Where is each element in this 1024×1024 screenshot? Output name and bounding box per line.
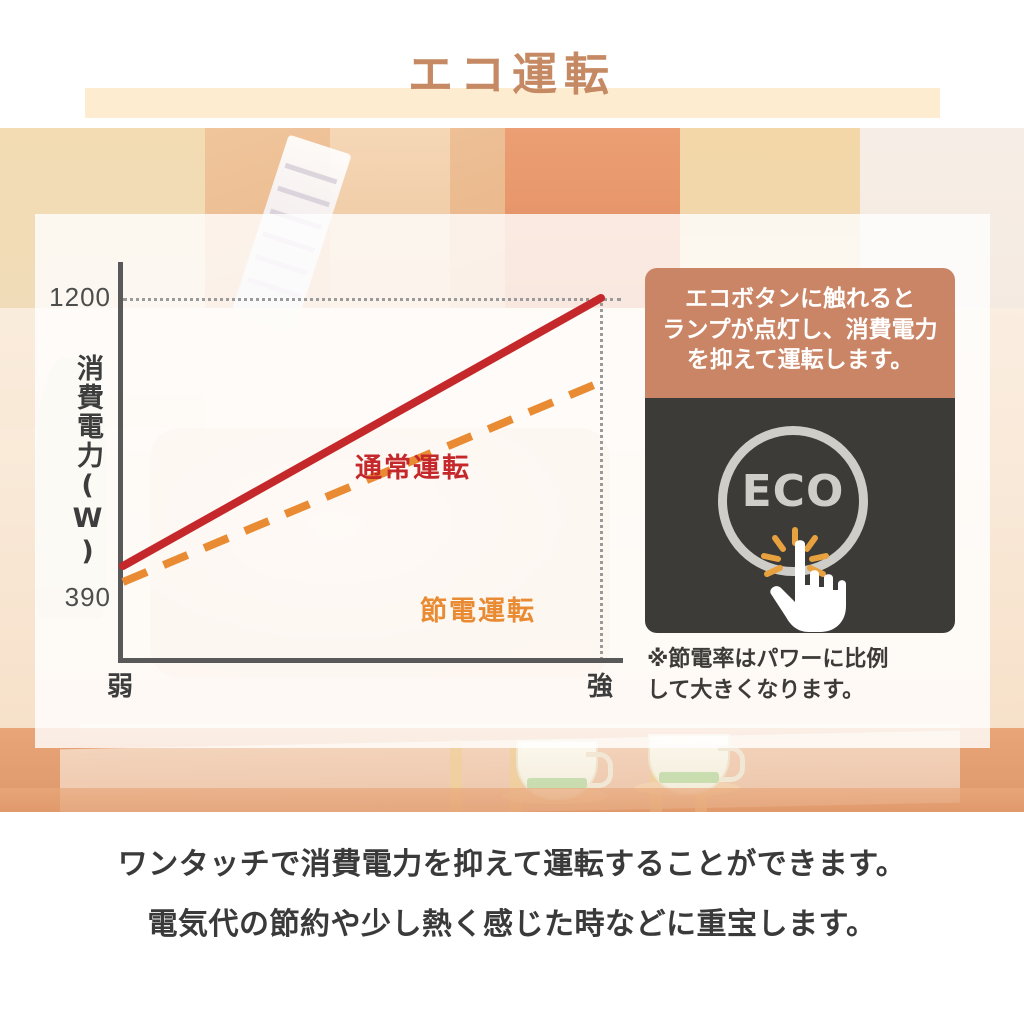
footer-line-2: 電気代の節約や少し熱く感じた時などに重宝します。 bbox=[147, 907, 877, 942]
x-axis-line bbox=[118, 658, 623, 663]
x-tick-weak: 弱 bbox=[107, 672, 134, 702]
chart-card: 1200 390 消費電力(W) 通常運転 節電運転 弱 強 エコボタンに触れる… bbox=[35, 214, 990, 748]
y-axis-line bbox=[118, 262, 123, 662]
title-highlight-band bbox=[85, 88, 940, 118]
series-label-eco: 節電運転 bbox=[420, 596, 536, 627]
series-label-normal: 通常運転 bbox=[355, 453, 471, 484]
y-tick-390: 390 bbox=[64, 582, 111, 612]
footer-line-1: ワンタッチで消費電力を抑えて運転することができます。 bbox=[117, 847, 907, 882]
gridline-strong-vertical bbox=[600, 298, 603, 660]
footer-caption: ワンタッチで消費電力を抑えて運転することができます。 電気代の節約や少し熱く感じ… bbox=[0, 812, 1024, 1024]
gridline-1200 bbox=[123, 298, 621, 301]
header: エコ運転 bbox=[0, 0, 1024, 128]
series-line-normal bbox=[119, 294, 605, 570]
eco-note-line1: ※節電率はパワーに比例 bbox=[647, 647, 889, 672]
x-tick-strong: 強 bbox=[587, 672, 614, 702]
eco-illustration: ECO bbox=[645, 398, 955, 633]
eco-button-label: ECO bbox=[741, 466, 845, 517]
eco-button-panel: エコボタンに触れると ランプが点灯し、消費電力 を抑えて運転します。 ECO bbox=[645, 268, 955, 633]
power-consumption-chart: 1200 390 消費電力(W) 通常運転 節電運転 弱 強 bbox=[35, 214, 675, 748]
y-tick-1200: 1200 bbox=[49, 282, 111, 312]
pointing-hand-icon bbox=[770, 540, 846, 632]
eco-note-line2: して大きくなります。 bbox=[647, 678, 865, 704]
eco-description: エコボタンに触れると ランプが点灯し、消費電力 を抑えて運転します。 bbox=[645, 268, 955, 398]
page-title: エコ運転 bbox=[407, 48, 616, 101]
eco-description-line1: エコボタンに触れると bbox=[685, 286, 915, 312]
photo-floor bbox=[0, 788, 1024, 812]
eco-description-line2: ランプが点灯し、消費電力 bbox=[662, 316, 938, 343]
eco-button-circle-icon bbox=[718, 426, 868, 576]
eco-description-line3: を抑えて運転します。 bbox=[686, 347, 914, 374]
eco-note: ※節電率はパワーに比例 して大きくなります。 bbox=[647, 644, 967, 706]
y-axis-label: 消費電力(W) bbox=[72, 354, 103, 569]
chart-series-lines bbox=[119, 294, 605, 586]
